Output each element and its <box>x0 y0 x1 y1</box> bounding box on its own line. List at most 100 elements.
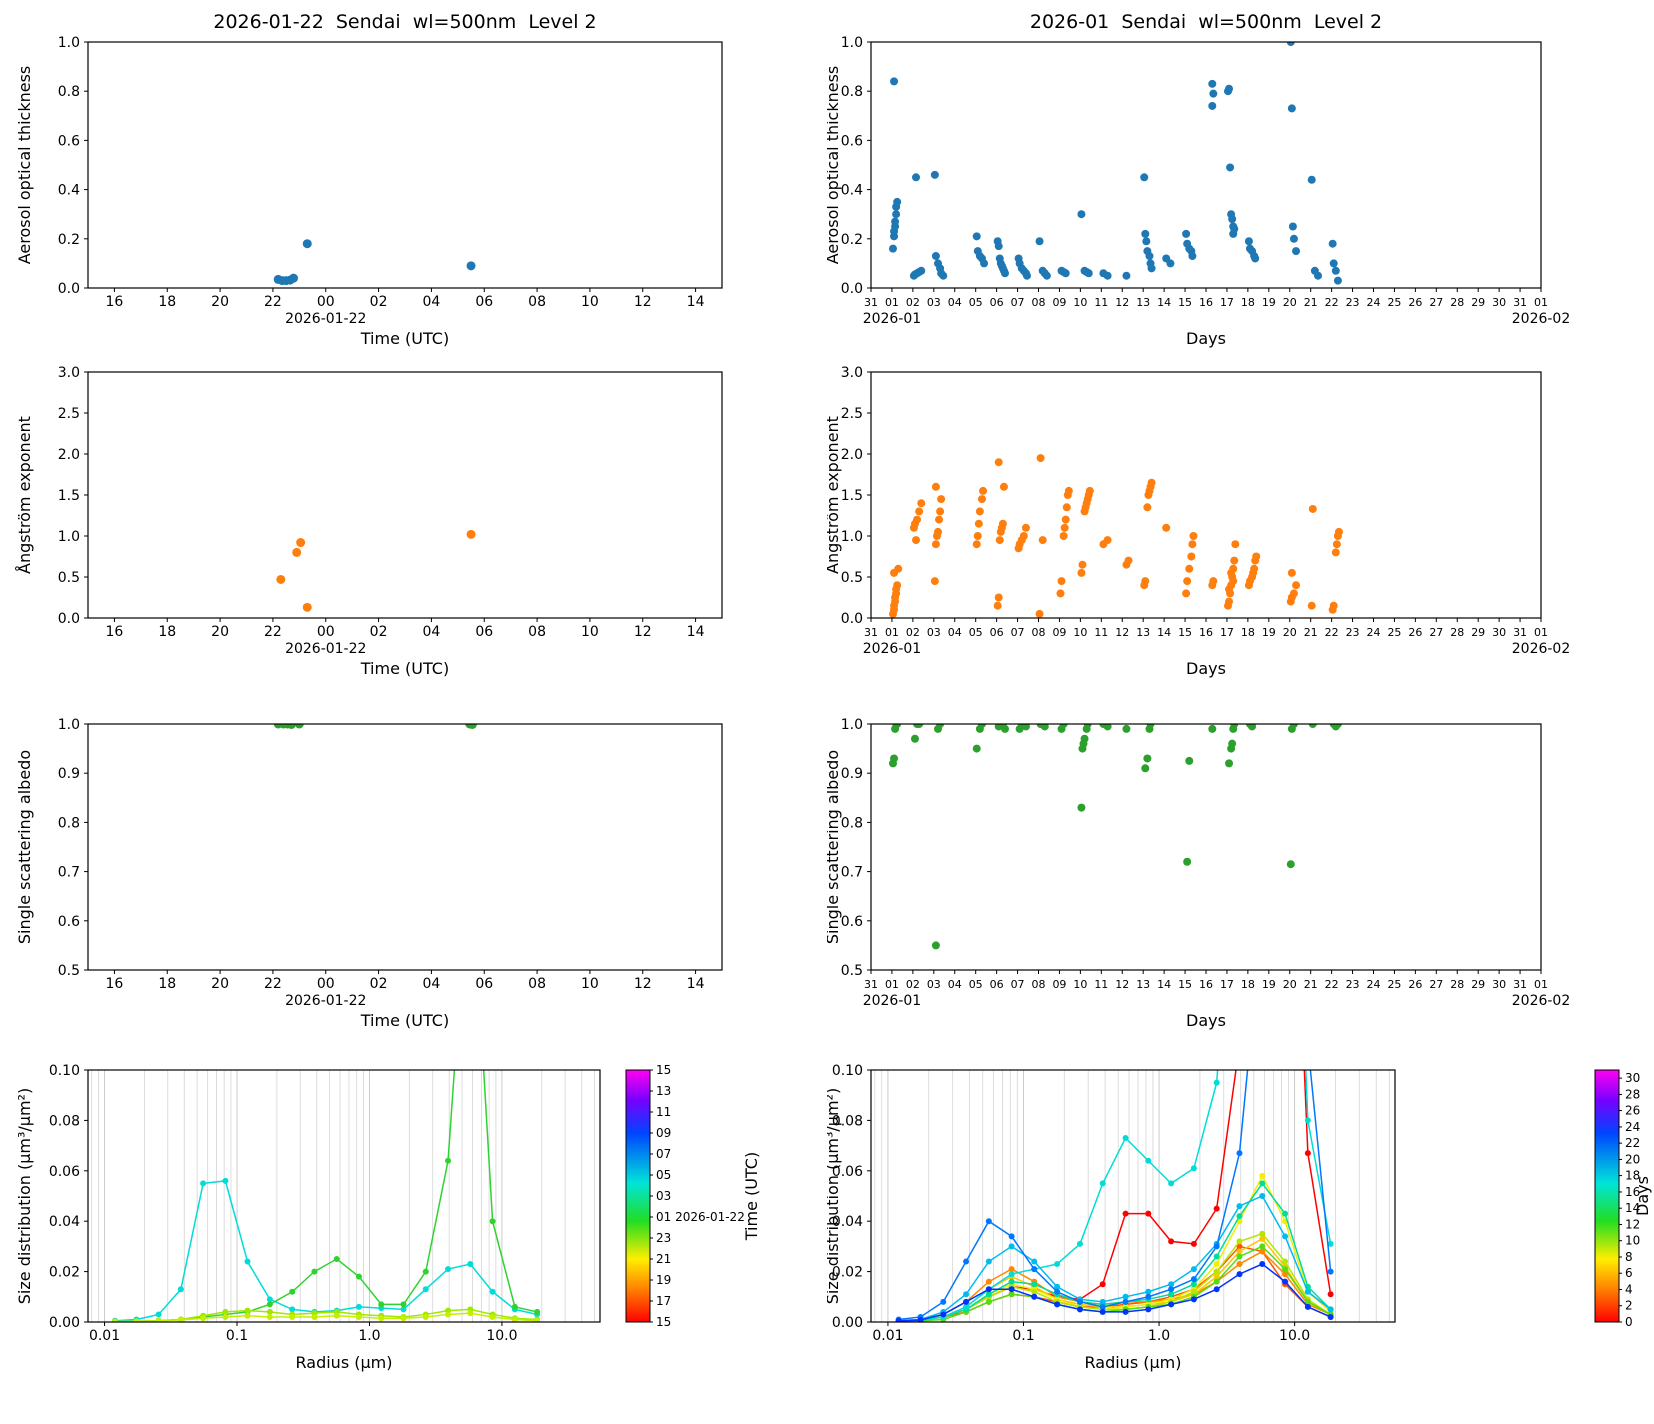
series-point <box>378 1315 385 1322</box>
x-tick-label: 04 <box>948 626 962 639</box>
data-point <box>1147 478 1156 487</box>
ssa-daily-chart: 0.5 0.6 0.7 0.8 0.9 1.0 16 18 20 22 00 02 04 06 08 10 12… <box>0 704 827 1056</box>
x-tick-label: 17 <box>1220 296 1234 309</box>
series-point <box>1099 1180 1106 1187</box>
data-point <box>915 724 924 728</box>
colorbar-tick-label: 0 <box>1625 1315 1633 1329</box>
x-tick-label: 31 <box>864 296 878 309</box>
x-axis-label: Time (UTC) <box>360 659 449 678</box>
x-tick-label: 18 <box>158 976 176 992</box>
y-axis-label: Aerosol optical thickness <box>15 66 34 265</box>
data-point <box>1036 454 1045 463</box>
x-tick-label: 10 <box>581 294 599 310</box>
data-point <box>1244 237 1253 246</box>
x-tick-label: 25 <box>1387 626 1401 639</box>
data-point <box>994 458 1003 467</box>
x-tick-label: 06 <box>475 294 493 310</box>
series-point <box>400 1306 407 1313</box>
data-point <box>1040 724 1049 731</box>
y-tick-label: 0.7 <box>841 865 863 881</box>
x-tick-label: 13 <box>1136 978 1150 991</box>
x-tick-label: 24 <box>1367 626 1381 639</box>
x-tick-label: 00 <box>317 624 335 640</box>
x-tick-label: 22 <box>1325 626 1339 639</box>
y-tick-label: 3.0 <box>58 365 80 381</box>
series-point <box>1304 1117 1311 1124</box>
x-tick-label: 25 <box>1387 296 1401 309</box>
x-tick-label: 0.1 <box>1012 1328 1034 1344</box>
y-tick-label: 0.6 <box>841 914 863 930</box>
data-point <box>1329 601 1338 610</box>
data-point <box>1042 271 1051 280</box>
x-axis-label: Radius (µm) <box>1085 1353 1182 1372</box>
x-tick-label: 28 <box>1450 978 1464 991</box>
series-point <box>1236 1203 1243 1210</box>
y-tick-label: 0.5 <box>58 570 80 586</box>
data-point <box>1287 104 1296 113</box>
y-tick-label: 0.00 <box>49 1315 80 1331</box>
size-daily-canvas: 0.00 0.02 0.04 0.06 0.08 0.10 0.01 0.1 1.0 10.0 Ra… <box>15 1063 761 1372</box>
y-tick-label: 1.0 <box>58 529 80 545</box>
y-tick-label: 0.8 <box>841 84 863 100</box>
data-point <box>1308 724 1317 728</box>
colorbar-tick-label: 14 <box>1625 1201 1640 1215</box>
data-point <box>286 724 296 729</box>
data-point <box>1143 503 1152 512</box>
x-tick-label: 25 <box>1387 978 1401 991</box>
series-point <box>1122 1210 1129 1217</box>
data-point <box>1185 564 1194 573</box>
series-point <box>1031 1258 1038 1265</box>
series-point <box>1236 1261 1243 1268</box>
data-point <box>1289 589 1298 598</box>
size-distribution-monthly-chart: 0.00 0.02 0.04 0.06 0.08 0.10 0.01 0.1 1.0 10.0 Ra… <box>823 1056 1654 1420</box>
series-point <box>1099 1298 1106 1305</box>
data-point <box>893 581 902 590</box>
data-point <box>1064 486 1073 495</box>
plot-frame <box>87 371 723 619</box>
series-point <box>222 1177 229 1184</box>
data-point <box>1103 536 1112 545</box>
data-point <box>935 515 944 524</box>
x-tick-label: 10 <box>581 624 599 640</box>
data-point <box>1288 222 1297 231</box>
y-axis-label: Single scattering albedo <box>15 750 34 944</box>
y-tick-label: 0.4 <box>841 183 863 199</box>
series-point <box>1259 1243 1266 1250</box>
x-tick-label: 19 <box>1262 978 1276 991</box>
data-point <box>1124 556 1133 565</box>
series-point <box>289 1306 296 1313</box>
series-point <box>355 1313 362 1320</box>
series-point <box>1259 1248 1266 1255</box>
colorbar-tick-label: 11 <box>656 1105 671 1119</box>
series-point <box>1145 1306 1152 1313</box>
x-tick-label: 13 <box>1136 626 1150 639</box>
colorbar-tick-label: 12 <box>1625 1217 1640 1231</box>
x-tick-label: 29 <box>1471 296 1485 309</box>
data-point <box>1228 215 1237 224</box>
series-point <box>1031 1266 1038 1273</box>
series-point <box>244 1258 251 1265</box>
series-point <box>489 1288 496 1295</box>
x-axis-date: 2026-01-22 <box>285 311 366 327</box>
y-tick-label: 1.0 <box>58 35 80 51</box>
series-point <box>985 1286 992 1293</box>
data-point <box>1122 724 1131 733</box>
series-point <box>1008 1243 1015 1250</box>
aot-daily-canvas: 0.0 0.2 0.4 0.6 0.8 1.0 16 18 20 22 00 02 04 06 08 10 12… <box>15 11 723 348</box>
series-point <box>1008 1291 1015 1298</box>
series-point <box>895 1317 902 1322</box>
x-axis-date: 2026-01 <box>863 641 922 657</box>
y-tick-label: 0.9 <box>841 766 863 782</box>
series-point <box>445 1311 452 1318</box>
y-tick-label: 0.6 <box>58 914 80 930</box>
data-point <box>1308 504 1317 513</box>
series-point <box>1054 1288 1061 1295</box>
y-tick-label: 2.0 <box>841 447 863 463</box>
y-tick-label: 2.5 <box>841 406 863 422</box>
data-point <box>1080 734 1089 743</box>
series-point <box>1304 1298 1311 1305</box>
data-point <box>1162 523 1171 532</box>
x-tick-label: 03 <box>927 978 941 991</box>
data-point <box>979 486 988 495</box>
x-tick-label: 29 <box>1471 978 1485 991</box>
